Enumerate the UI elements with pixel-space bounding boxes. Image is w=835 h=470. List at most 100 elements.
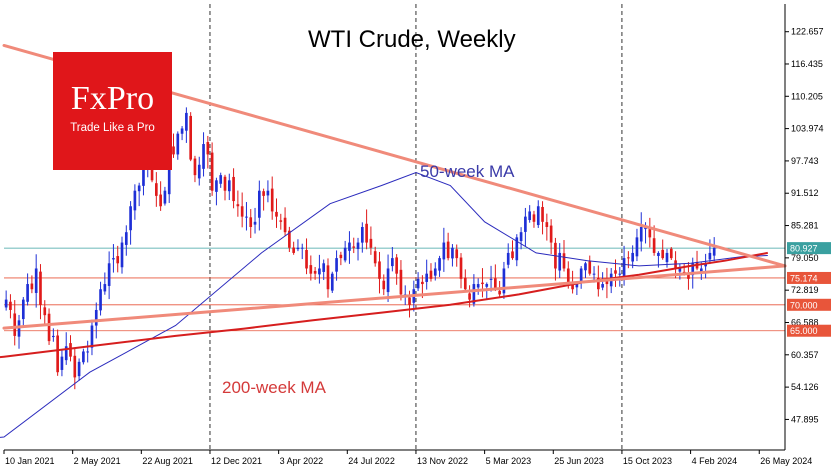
candle-body [360,227,364,243]
candle-body [356,242,360,250]
candle-body [73,355,77,378]
y-tick-label: 66.588 [791,317,819,327]
candle-body [30,283,34,290]
candle-body [9,301,12,310]
candle-body [159,194,162,207]
y-tick-label: 54.126 [791,382,819,392]
candle-body [472,284,476,304]
candle-body [288,230,291,248]
candle-body [257,190,261,218]
candle-body [665,252,669,263]
candle-body [99,289,102,311]
x-tick-label: 10 Jan 2021 [5,456,55,466]
candle-body [386,268,390,293]
ma50-label: 50-week MA [420,162,515,181]
candle-body [699,268,703,272]
chart-title: WTI Crude, Weekly [308,26,516,53]
candle-body [64,346,68,361]
price-level-tag [787,271,831,284]
candle-body [438,258,441,271]
candle-body [549,225,553,243]
candle-body [176,133,180,155]
candle-body [116,256,120,264]
candle-body [373,251,377,264]
candle-body [536,206,540,226]
candle-body [215,180,218,192]
candle-body [622,258,626,277]
candle-body [47,313,51,342]
y-tick-label: 47.895 [791,414,819,424]
y-tick-label: 79.050 [791,253,819,263]
candle-body [635,237,639,257]
y-tick-label: 103.974 [791,124,824,134]
candle-body [511,251,514,259]
candle-body [82,351,85,363]
candle-body [579,268,583,282]
candle-body [283,217,287,233]
x-tick-label: 13 Nov 2022 [417,456,468,466]
candle-body [292,247,295,253]
x-tick-label: 15 Oct 2023 [623,456,672,466]
candle-body [137,185,141,192]
candle-body [17,320,21,337]
candle-body [197,164,201,179]
candle-body [172,146,175,155]
candle-body [597,277,600,290]
candle-body [532,214,536,222]
candle-body [476,284,480,288]
candle-body [232,176,235,202]
candle-body [270,188,274,212]
y-tick-label: 122.657 [791,27,824,37]
candles [4,107,716,390]
candle-body [296,247,300,250]
candle-body [528,211,532,221]
candle-body [56,335,59,373]
candle-body [451,247,454,259]
candle-body [330,273,334,291]
ma200-line [0,251,768,359]
candle-body [541,206,544,222]
candle-body [502,268,506,294]
candle-body [202,144,205,169]
candle-body [52,335,55,338]
candle-body [318,268,321,275]
price-level-tag [787,324,831,337]
candle-body [691,263,695,276]
candle-body [442,242,446,260]
candle-body [558,252,562,271]
x-tick-label: 26 May 2024 [760,456,812,466]
y-tick-label: 110.205 [791,91,823,101]
candle-body [395,257,398,274]
candle-body [43,307,47,316]
candle-body [155,183,158,196]
candle-body [13,313,17,336]
candle-body [588,261,592,274]
candle-body [249,217,253,227]
candle-body [661,249,665,259]
candle-body [236,204,240,207]
candle-body [459,257,463,279]
candle-body [669,248,673,259]
candle-body [26,284,29,302]
candle-body [279,220,283,222]
price-level-tag-label: 80.927 [790,244,818,254]
candle-body [433,268,437,276]
grid-lines [209,4,623,450]
candle-body [193,158,197,176]
candle-body [687,273,690,279]
candle-body [189,115,192,160]
candle-body [408,297,411,305]
candle-body [313,270,317,274]
candle-body [253,221,257,225]
candle-body [652,238,656,253]
candle-body [524,216,527,232]
candle-body [245,216,248,218]
candle-body [262,191,265,196]
candle-body [163,190,167,204]
candle-body [4,299,8,308]
x-tick-label: 22 Aug 2021 [142,456,193,466]
candle-body [425,273,429,282]
candle-body [107,263,111,286]
lower-trendline [2,264,787,330]
price-level-tag [787,242,831,255]
